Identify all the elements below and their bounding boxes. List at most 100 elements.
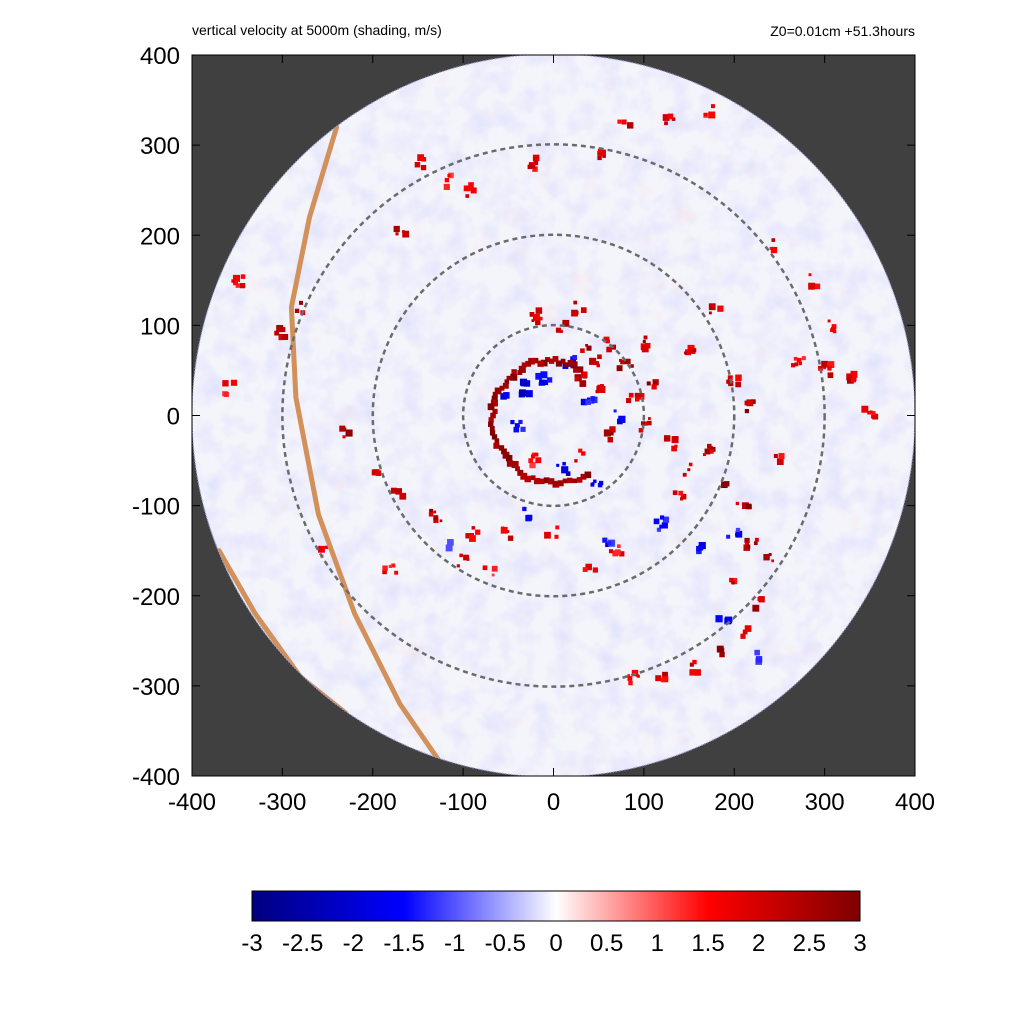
downdraft-cell [726,534,731,539]
updraft-cell [626,122,634,129]
updraft-cell [643,421,648,426]
colorbar-tick-label: 1 [651,930,664,957]
downdraft-cell [605,542,610,548]
updraft-cell [850,377,856,383]
coastline-east [288,124,453,776]
updraft-cell [753,541,758,546]
updraft-cell [471,526,476,530]
updraft-cell [482,565,488,571]
eyewall-cell [489,430,496,436]
x-tick-label: -200 [349,789,397,816]
updraft-cell [773,454,778,459]
updraft-cell [814,283,821,290]
colorbar-tick-label: -0.5 [485,930,526,957]
updraft-cell [578,448,583,453]
eyewall-cell [572,478,578,484]
eyewall-cell [524,475,532,483]
updraft-cell [752,604,760,612]
updraft-cell [559,329,563,334]
updraft-cell [571,309,578,317]
eyewall-cell [492,408,498,415]
downdraft-cell [617,418,623,425]
updraft-cell [371,469,378,476]
updraft-cell [684,351,687,355]
updraft-cell [771,238,776,242]
updraft-cell [279,336,283,341]
y-tick-label: 200 [140,223,180,250]
updraft-cell [465,533,471,539]
updraft-cell [534,452,539,457]
updraft-cell [754,537,759,542]
x-tick-label: 0 [547,789,560,816]
updraft-cell [642,339,646,344]
updraft-cell [609,426,616,433]
range-ring [371,233,736,598]
updraft-cell [433,515,439,521]
downdraft-cell [585,399,591,405]
updraft-cell [595,361,600,366]
downdraft-cell [598,480,604,486]
updraft-cell [692,659,697,665]
updraft-cell [623,360,628,365]
updraft-cell [294,308,300,314]
updraft-cell [280,327,286,333]
downdraft-cell [513,426,520,433]
updraft-cell [324,545,329,549]
downdraft-cell [602,537,608,543]
updraft-cell [530,454,535,459]
eyewall-cell [502,382,509,389]
eyewall-cell [488,417,494,423]
updraft-cell [689,662,694,667]
chart-subtitle: Z0=0.01cm +51.3hours [770,23,915,39]
y-tick-label: 400 [140,43,180,70]
colorbar-tick-label: 0 [549,930,562,957]
updraft-cell [428,512,434,517]
updraft-cell [647,420,652,426]
updraft-cell [573,300,578,305]
updraft-cell [634,397,640,402]
updraft-cell [708,311,712,315]
updraft-cell [232,274,241,282]
updraft-cell [704,448,711,455]
updraft-cell [793,356,798,361]
eyewall-cell [494,438,500,443]
eyewall-cell [576,366,584,373]
updraft-cell [597,148,602,153]
updraft-cell [827,361,835,369]
updraft-cell [399,492,407,500]
updraft-cell [630,364,634,368]
updraft-cell [758,596,765,603]
updraft-cell [608,549,614,554]
colorbar-ticks: -3 -2.5 -2 -1.5 -1 -0.5 0 0.5 1 1.5 2 2.5 3 [241,930,866,957]
updraft-cell [535,319,541,326]
downdraft-cell [562,461,566,466]
eyewall-cell [515,466,520,472]
updraft-cell [751,399,756,404]
updraft-cell [744,408,749,414]
downdraft-cell [580,398,588,406]
eyewall-cell [491,434,498,440]
updraft-cell [589,357,597,365]
eyewall-cell [487,403,495,411]
downdraft-cell [590,482,595,487]
updraft-cell [562,319,570,327]
x-tick-label: 400 [895,789,935,816]
updraft-cell [393,225,400,233]
updraft-cell [532,313,540,321]
updraft-cell [757,596,762,601]
updraft-cell [821,360,828,368]
colorbar-tick-label: -2.5 [282,930,323,957]
updraft-cell [597,151,602,156]
range-ring [281,143,826,688]
updraft-cell [791,363,796,368]
updraft-cell [827,366,832,371]
eyewall-cell [498,445,505,451]
colorbar-tick-label: 2 [752,930,765,957]
updraft-cell [459,553,463,558]
eyewall-cell [499,385,505,391]
eyewall-cell [576,477,583,483]
updraft-cell [239,283,246,289]
eyewall-cell [521,362,527,368]
colorbar-tick-label: -1.5 [383,930,424,957]
updraft-cell [716,645,724,653]
